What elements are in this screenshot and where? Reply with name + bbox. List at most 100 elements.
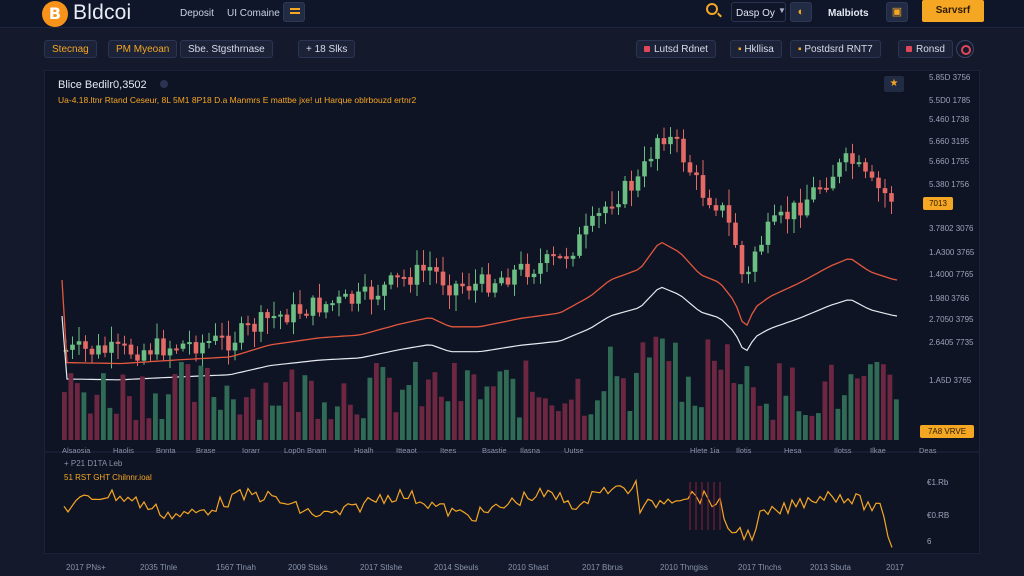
volume-bar xyxy=(250,388,256,440)
candle-body xyxy=(388,275,394,285)
volume-bar xyxy=(718,369,724,440)
volume-bar xyxy=(276,405,282,440)
volume-bar xyxy=(426,379,431,440)
candle-body xyxy=(798,202,803,216)
wallet-icon[interactable]: ▣ xyxy=(886,2,908,22)
candle-body xyxy=(791,202,797,220)
volume-bar xyxy=(478,399,483,440)
volume-bar xyxy=(868,364,873,440)
candle-body xyxy=(115,341,121,344)
candle-body xyxy=(733,222,738,246)
volume-bar xyxy=(848,374,854,440)
candle-body xyxy=(843,153,849,163)
volume-bar xyxy=(549,405,555,440)
volume-bar xyxy=(686,376,691,440)
record-icon[interactable] xyxy=(956,40,974,58)
candle-body xyxy=(135,354,140,361)
top-bar: B Bldcoi Deposit UI Comaine Dasp Oy ▼ ◐ … xyxy=(0,0,1024,28)
x-label: Hoalh xyxy=(354,446,374,455)
volume-bar xyxy=(393,412,399,440)
info-icon[interactable] xyxy=(160,80,168,88)
star-icon[interactable]: ★ xyxy=(884,76,904,92)
chip-add-symbols[interactable]: + 18 Slks xyxy=(298,40,356,58)
brand-name[interactable]: Bldcoi xyxy=(73,1,132,24)
nav-deposit[interactable]: Deposit xyxy=(180,8,214,19)
chip-stecnag[interactable]: Stecnag xyxy=(44,40,97,58)
candle-body xyxy=(291,304,296,323)
candle-body xyxy=(427,267,433,271)
volume-bar xyxy=(595,400,600,440)
search-icon[interactable] xyxy=(706,3,718,15)
candle-body xyxy=(245,323,251,326)
x-label: Brase xyxy=(196,446,216,455)
volume-bar xyxy=(627,411,633,440)
chip-strategies[interactable]: Sbe. Stgsthrnase xyxy=(180,40,273,58)
primary-cta-button[interactable]: Sarvsrf xyxy=(922,0,984,22)
y-label: 5.460 1738 xyxy=(929,115,970,124)
candle-body xyxy=(206,341,212,344)
y-label: 3.7802 3076 xyxy=(929,224,974,233)
candle-body xyxy=(161,338,166,356)
theme-toggle-icon[interactable]: ◐ xyxy=(790,2,812,22)
candle-body xyxy=(479,274,485,284)
y-label: 1.4000 7765 xyxy=(929,270,974,279)
chart-panel[interactable] xyxy=(44,70,980,554)
candle-body xyxy=(499,277,504,284)
volume-bar xyxy=(133,419,139,440)
volume-bar xyxy=(283,381,288,440)
volume-bar xyxy=(387,377,392,440)
volume-bar xyxy=(335,406,340,440)
volume-bar xyxy=(705,339,711,440)
volume-bar xyxy=(770,419,776,440)
volume-bar xyxy=(445,401,451,440)
candle-body xyxy=(577,234,582,256)
candle-body xyxy=(804,199,810,216)
nav-markets[interactable]: Malbiots xyxy=(828,8,869,19)
candle-body xyxy=(193,342,199,354)
volume-bar xyxy=(673,342,678,440)
x-label: Alsaosia xyxy=(62,446,91,455)
x-label: Iorarr xyxy=(242,446,260,455)
candle-body xyxy=(401,276,407,279)
candle-body xyxy=(622,180,628,205)
candle-body xyxy=(778,211,784,216)
candle-body xyxy=(583,225,589,235)
volume-bar xyxy=(517,417,522,440)
candle-body xyxy=(661,138,667,145)
x-label: Ilotis xyxy=(736,446,752,455)
x-label: Bsastie xyxy=(482,446,507,455)
volume-bar xyxy=(822,381,828,440)
layers-icon: ▪ xyxy=(738,44,745,55)
volume-bar xyxy=(666,361,672,440)
chip-hkllisa[interactable]: ▪ Hkllisa xyxy=(730,40,782,58)
volume-bar xyxy=(270,405,275,440)
nav-comaine[interactable]: UI Comaine xyxy=(227,8,280,19)
volume-bar xyxy=(881,364,886,440)
indicator-icon: ▪ xyxy=(798,44,805,55)
candle-body xyxy=(759,244,764,252)
osc-y-label: €1.Rb xyxy=(927,478,949,487)
oscillator-line xyxy=(63,478,893,548)
x-label: Uutse xyxy=(564,446,584,455)
candle-body xyxy=(648,158,654,162)
volume-bar xyxy=(315,418,321,440)
chip-ronsd[interactable]: Ronsd xyxy=(898,40,953,58)
volume-bar xyxy=(738,384,743,440)
y-label: 5.660 1755 xyxy=(929,157,970,166)
menu-button[interactable] xyxy=(283,2,305,22)
candle-body xyxy=(109,341,114,353)
volume-bar xyxy=(731,382,737,440)
candle-body xyxy=(765,221,771,245)
chip-lutsd[interactable]: Lutsd Rdnet xyxy=(636,40,716,58)
volume-bar xyxy=(432,372,438,440)
candle-body xyxy=(440,271,446,286)
chip-pm-myeoan[interactable]: PM Myeoan xyxy=(108,40,178,58)
candle-body xyxy=(70,344,75,350)
volume-bar xyxy=(341,383,347,440)
day-select[interactable]: Dasp Oy xyxy=(731,2,786,22)
chip-postdsrd[interactable]: ▪ Postdsrd RNT7 xyxy=(790,40,881,58)
candle-body xyxy=(258,312,264,332)
candle-body xyxy=(629,180,634,191)
candle-body xyxy=(297,304,303,314)
